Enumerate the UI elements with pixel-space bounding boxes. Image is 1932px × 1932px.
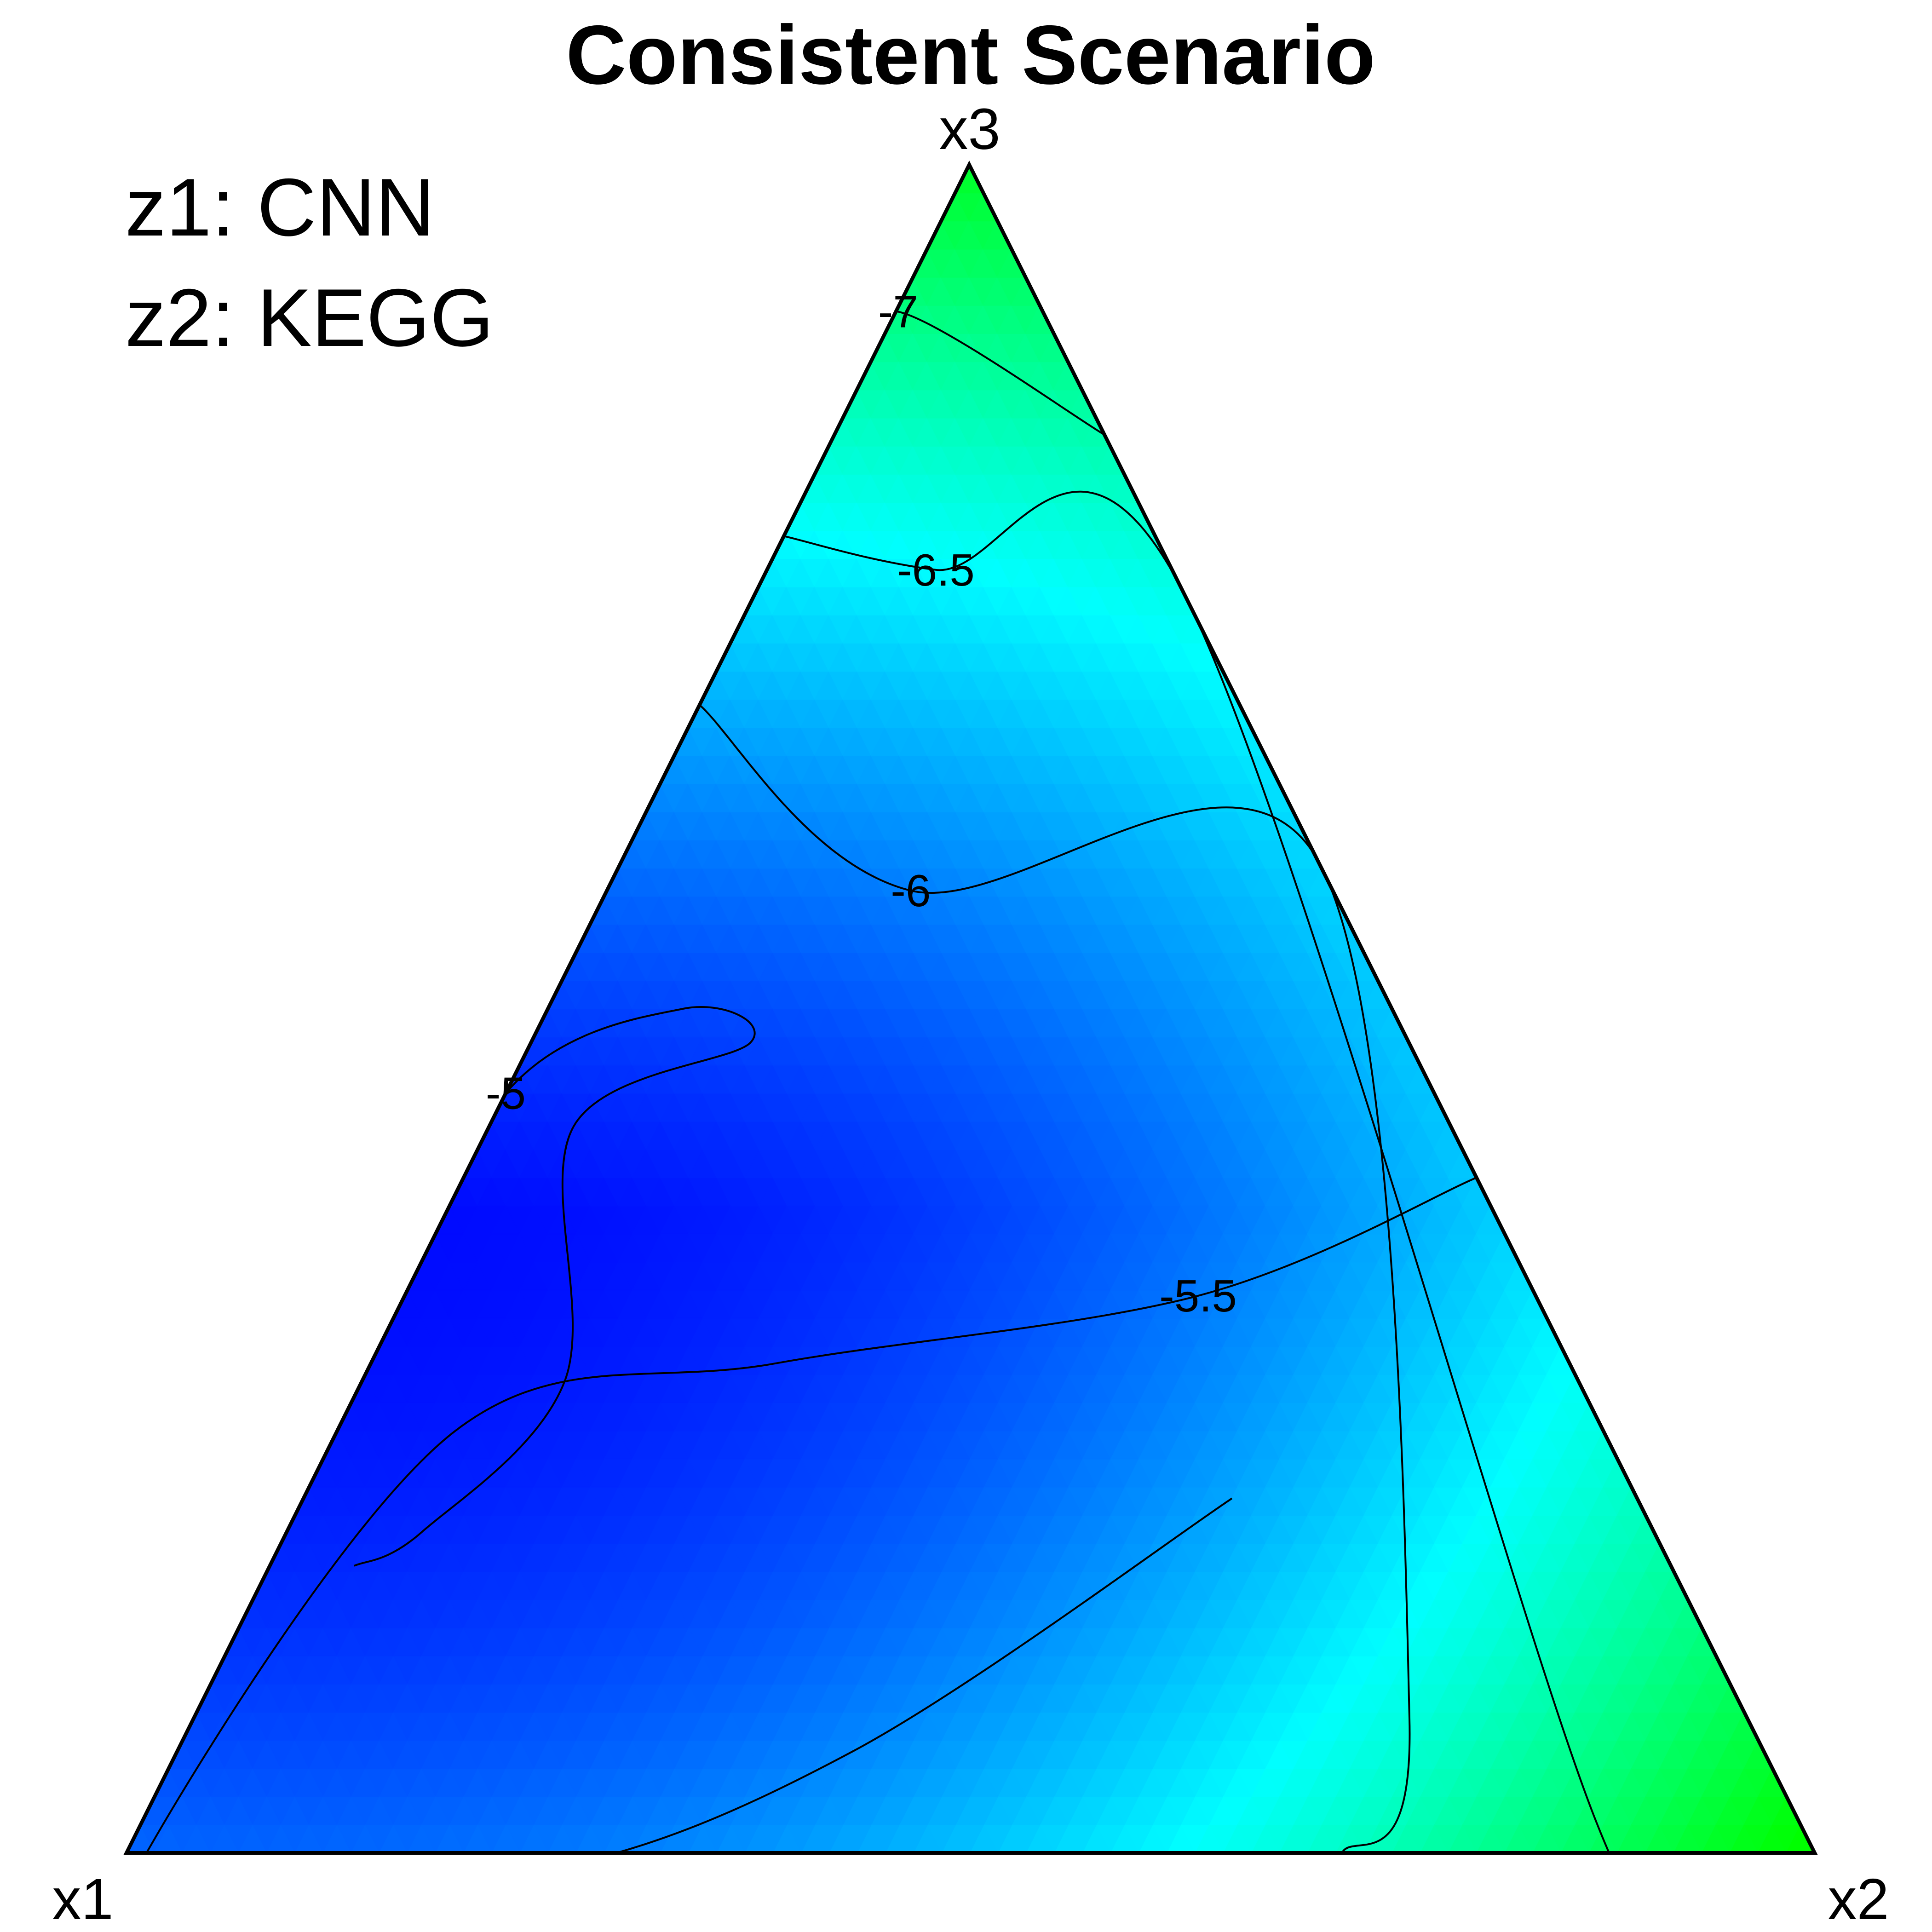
chart-title: Consistent Scenario [566,8,1375,102]
contour-label: -7 [878,287,918,337]
vertex-label-x1: x1 [52,1867,113,1932]
triangle-frame [123,161,1818,1855]
contour-label: -6 [891,865,931,916]
vertex-label-x2: x2 [1828,1867,1889,1932]
heatmap-fill [126,165,1815,1853]
contour-line--5_5 [136,1177,1477,1853]
contour-labels: -5-5.5-6-6.5-7 [486,287,1237,1321]
annotation-z1: z1: CNN [125,161,435,253]
contour-label: -5.5 [1159,1271,1237,1321]
contour-line--6_5 [783,490,1680,1853]
contour-label: -6.5 [897,545,975,595]
annotation-z2: z2: KEGG [125,272,494,363]
vertex-label-x3: x3 [939,97,1000,161]
heat-cell [954,165,984,194]
